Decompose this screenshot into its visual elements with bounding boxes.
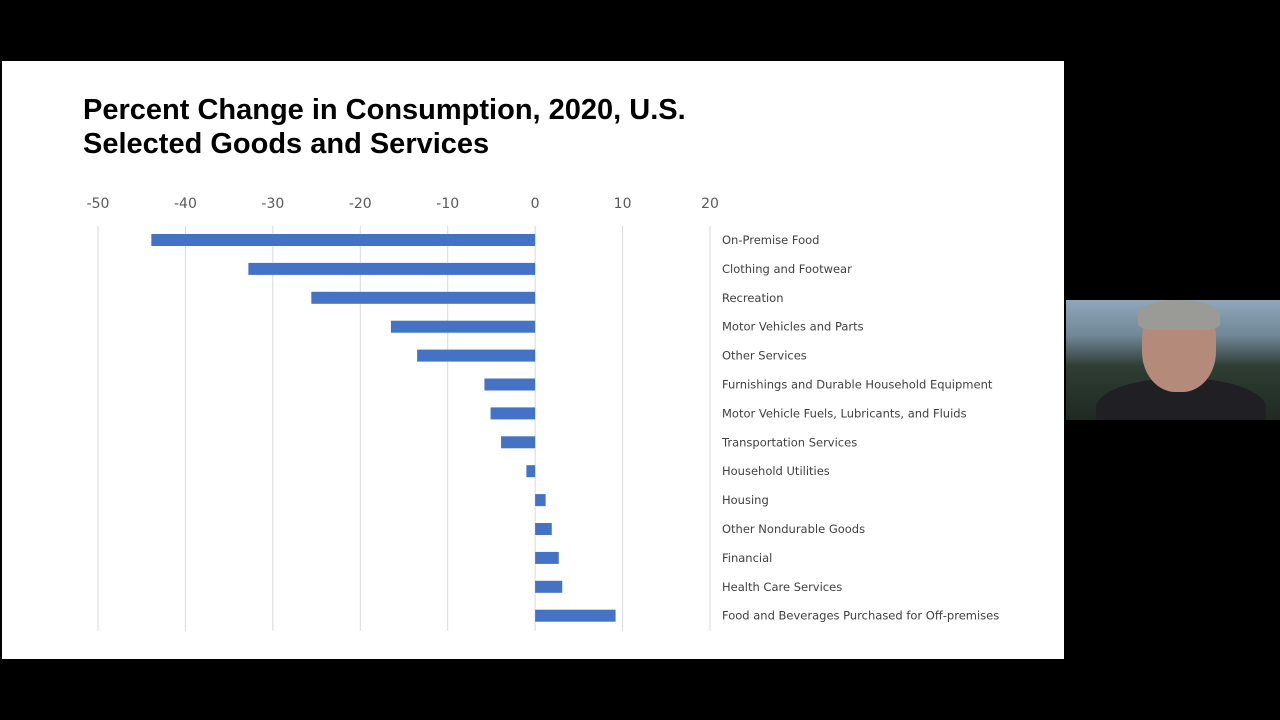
chart-title: Percent Change in Consumption, 2020, U.S… (83, 93, 686, 161)
category-label: Housing (722, 493, 769, 507)
x-tick-label: -30 (261, 196, 284, 212)
bar (490, 407, 536, 420)
category-label: Furnishings and Durable Household Equipm… (722, 378, 993, 392)
x-tick-label: 0 (531, 196, 540, 212)
bar (501, 436, 536, 449)
x-tick-label: -50 (87, 196, 110, 212)
category-label: Food and Beverages Purchased for Off-pre… (722, 609, 999, 623)
title-line-2: Selected Goods and Services (83, 128, 490, 160)
x-tick-label: 10 (614, 196, 632, 212)
category-label: Other Nondurable Goods (722, 522, 865, 536)
category-label: Clothing and Footwear (722, 262, 852, 276)
category-label: Household Utilities (722, 464, 830, 478)
bar (535, 551, 559, 564)
x-tick-label: -20 (349, 196, 372, 212)
category-label: Motor Vehicle Fuels, Lubricants, and Flu… (722, 406, 967, 420)
x-tick-label: -40 (174, 196, 197, 212)
title-line-1: Percent Change in Consumption, 2020, U.S… (83, 94, 686, 126)
category-label: On-Premise Food (722, 233, 819, 247)
category-label: Transportation Services (721, 435, 857, 449)
category-label: Motor Vehicles and Parts (722, 320, 864, 334)
bar (535, 494, 546, 507)
bar (390, 320, 536, 333)
bar (526, 465, 536, 478)
category-label: Other Services (722, 349, 807, 363)
bar (535, 580, 563, 593)
bar (535, 609, 616, 622)
category-label: Financial (722, 551, 772, 565)
category-label: Recreation (722, 291, 784, 305)
slide: Percent Change in Consumption, 2020, U.S… (2, 61, 1064, 659)
bar (311, 291, 536, 304)
bar (535, 523, 552, 535)
bar (248, 262, 536, 275)
bar (417, 349, 536, 362)
bar-chart: -50 -40 -30 -20 -10 0 10 20 On-Premise Food Cloth… (87, 196, 999, 631)
presenter-webcam (1066, 300, 1280, 420)
presenter-hair (1138, 300, 1220, 330)
x-tick-label: -10 (436, 196, 459, 212)
bar (151, 234, 536, 246)
category-label: Health Care Services (722, 580, 842, 594)
bar (484, 378, 536, 391)
x-tick-label: 20 (701, 196, 719, 212)
